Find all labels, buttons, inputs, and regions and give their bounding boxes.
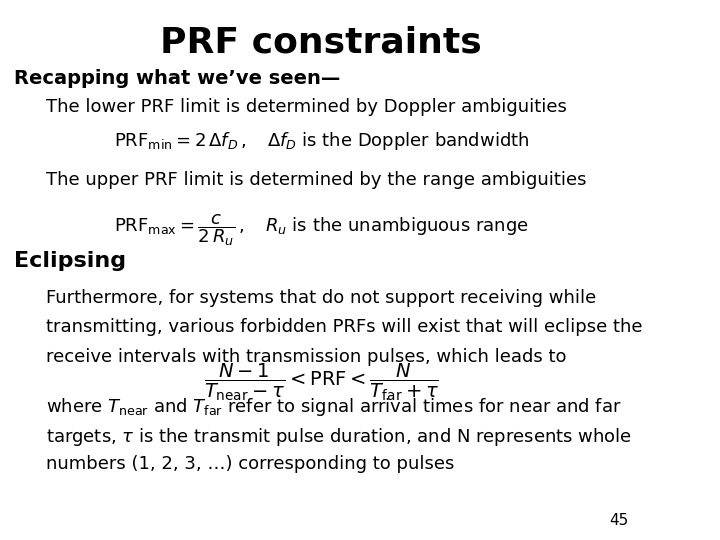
Text: targets, $\tau$ is the transmit pulse duration, and $\mathrm{N}$ represents whol: targets, $\tau$ is the transmit pulse du… (46, 426, 632, 448)
Text: The upper PRF limit is determined by the range ambiguities: The upper PRF limit is determined by the… (46, 171, 587, 188)
Text: 45: 45 (609, 513, 629, 528)
Text: $\mathrm{PRF_{max}} = \dfrac{c}{2\,R_u}\,, \quad R_u \text{ is the unambiguous r: $\mathrm{PRF_{max}} = \dfrac{c}{2\,R_u}\… (114, 212, 528, 248)
Text: Furthermore, for systems that do not support receiving while: Furthermore, for systems that do not sup… (46, 289, 596, 307)
Text: transmitting, various forbidden PRFs will exist that will eclipse the: transmitting, various forbidden PRFs wil… (46, 319, 643, 336)
Text: Recapping what we’ve seen—: Recapping what we’ve seen— (14, 69, 341, 87)
Text: Eclipsing: Eclipsing (14, 251, 126, 271)
Text: where $T_{\mathrm{near}}$ and $T_{\mathrm{far}}$ refer to signal arrival times f: where $T_{\mathrm{near}}$ and $T_{\mathr… (46, 396, 622, 419)
Text: $\dfrac{N-1}{T_{\mathrm{near}} - \tau} < \mathrm{PRF} < \dfrac{N}{T_{\mathrm{far: $\dfrac{N-1}{T_{\mathrm{near}} - \tau} <… (204, 361, 438, 403)
Text: PRF constraints: PRF constraints (161, 25, 482, 59)
Text: receive intervals with transmission pulses, which leads to: receive intervals with transmission puls… (46, 348, 567, 366)
Text: numbers (1, 2, 3, …) corresponding to pulses: numbers (1, 2, 3, …) corresponding to pu… (46, 455, 454, 474)
Text: The lower PRF limit is determined by Doppler ambiguities: The lower PRF limit is determined by Dop… (46, 98, 567, 116)
Text: $\mathrm{PRF_{min}} = 2\,\Delta f_D\,, \quad \Delta f_D \text{ is the Doppler ba: $\mathrm{PRF_{min}} = 2\,\Delta f_D\,, \… (114, 130, 529, 152)
